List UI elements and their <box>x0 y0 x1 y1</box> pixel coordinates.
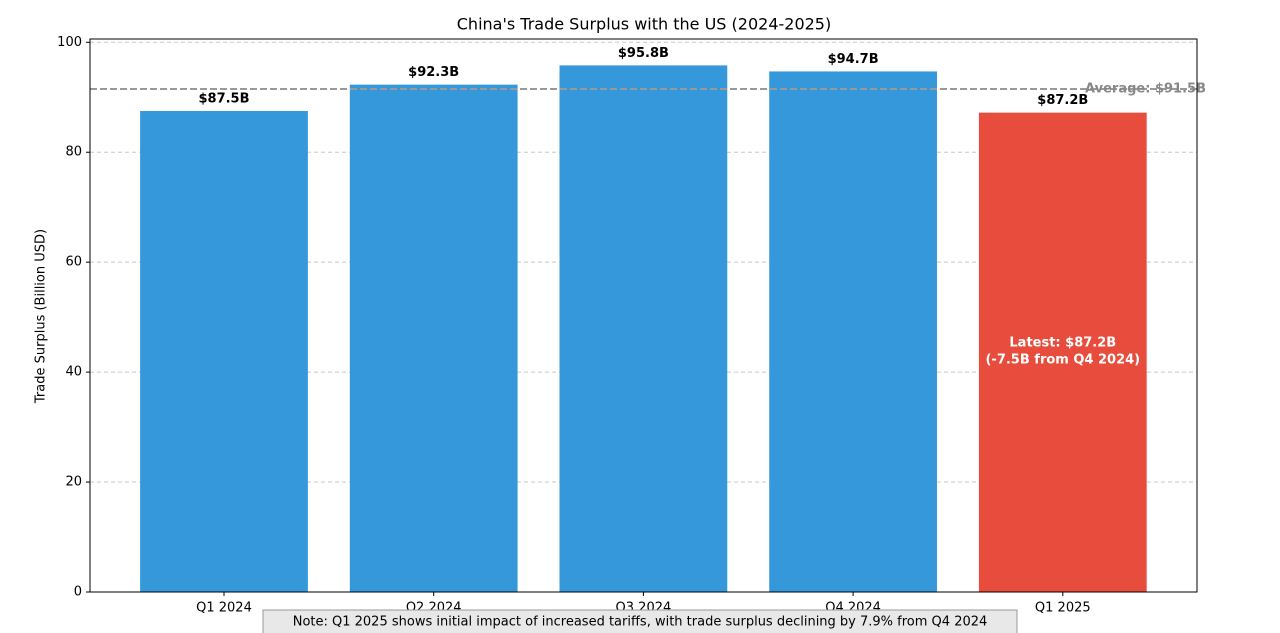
average-label: Average: $91.5B <box>1085 82 1206 97</box>
bar <box>978 112 1147 593</box>
bar <box>349 84 518 593</box>
value-label: $95.8B <box>618 46 669 61</box>
y-axis-label: Trade Surplus (Billion USD) <box>34 229 49 404</box>
value-label: $94.7B <box>828 52 879 67</box>
axes-frame <box>89 38 1198 593</box>
bar <box>140 111 308 593</box>
bar <box>559 65 728 593</box>
annotation: Latest: $87.2B <box>1009 336 1116 351</box>
y-tick-label: 100 <box>57 35 82 50</box>
bar <box>769 71 937 593</box>
value-label: $92.3B <box>408 65 459 80</box>
y-tick-label: 80 <box>65 145 82 160</box>
y-tick-label: 20 <box>65 475 82 490</box>
value-label: $87.5B <box>198 92 249 107</box>
value-label: $87.2B <box>1037 93 1088 108</box>
y-tick-label: 0 <box>74 585 82 600</box>
note: Note: Q1 2025 shows initial impact of in… <box>293 615 988 630</box>
y-tick-label: 40 <box>65 365 82 380</box>
note-box <box>262 609 1018 633</box>
x-tick-label: Q1 2025 <box>1035 601 1091 616</box>
y-tick-label: 60 <box>65 255 82 270</box>
annotation: (-7.5B from Q4 2024) <box>985 353 1140 368</box>
x-tick-label: Q1 2024 <box>196 601 252 616</box>
chart-title: China's Trade Surplus with the US (2024-… <box>457 15 831 34</box>
